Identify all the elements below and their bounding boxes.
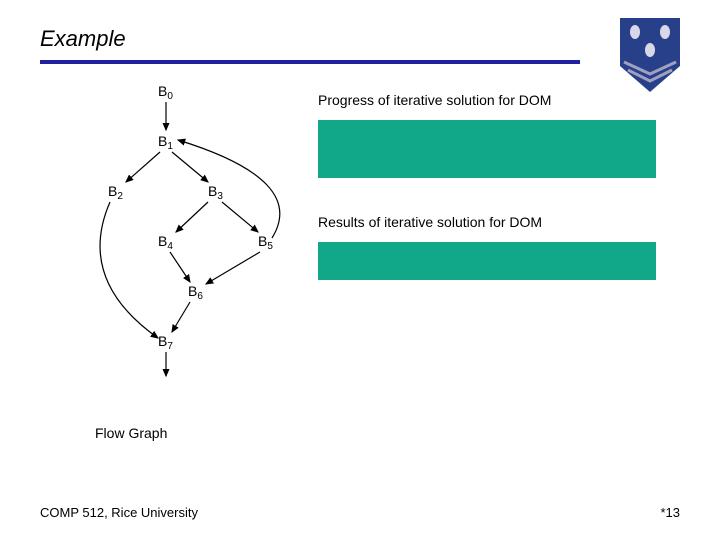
footer-course: COMP 512, Rice University <box>40 505 198 520</box>
results-caption-smallcaps: OM <box>520 214 543 230</box>
progress-caption: Progress of iterative solution for DOM <box>318 92 551 108</box>
progress-caption-text: Progress of iterative solution for D <box>318 92 529 108</box>
progress-table-placeholder <box>318 120 656 178</box>
title-rule <box>40 60 580 64</box>
svg-text:B7: B7 <box>158 333 173 352</box>
svg-text:B4: B4 <box>158 233 173 252</box>
slide-title: Example <box>40 26 126 52</box>
results-table-placeholder <box>318 242 656 280</box>
progress-caption-smallcaps: OM <box>529 92 552 108</box>
flow-graph-diagram: B0 B1 B2 B3 B4 B5 B6 B7 <box>40 70 310 430</box>
svg-text:B6: B6 <box>188 283 203 302</box>
svg-text:B3: B3 <box>208 183 223 202</box>
svg-text:B0: B0 <box>158 83 173 102</box>
svg-text:B1: B1 <box>158 133 173 152</box>
footer-number: 13 <box>666 505 680 520</box>
flow-graph-caption: Flow Graph <box>95 425 167 441</box>
university-logo <box>620 18 680 92</box>
results-caption-text: Results of iterative solution for D <box>318 214 520 230</box>
footer-page-number: *13 <box>660 505 680 520</box>
results-caption: Results of iterative solution for DOM <box>318 214 542 230</box>
svg-text:B2: B2 <box>108 183 123 202</box>
svg-text:B5: B5 <box>258 233 273 252</box>
